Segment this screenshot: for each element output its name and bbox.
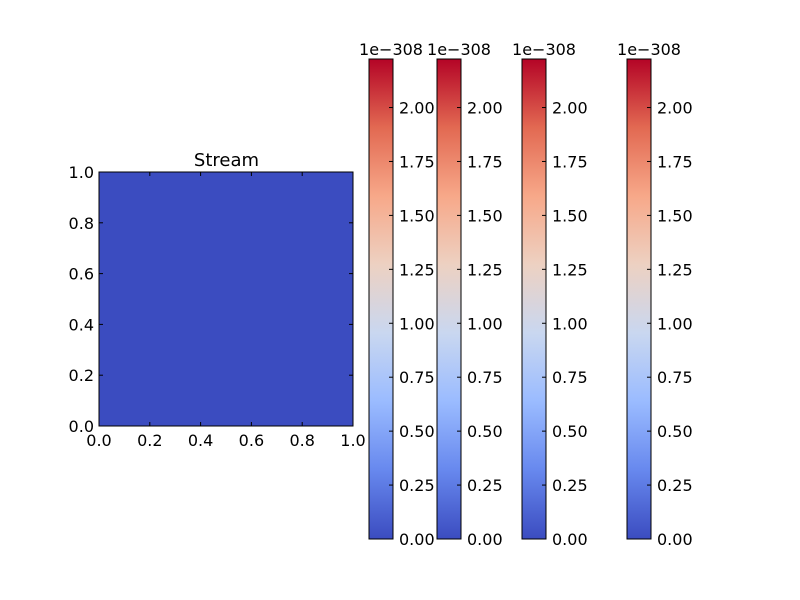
colorbar-tick-label: 1.00 xyxy=(399,314,435,333)
colorbar-tick-label: 0.50 xyxy=(399,422,435,441)
x-tick-label: 0.8 xyxy=(289,431,314,450)
colorbar-tick-label: 0.75 xyxy=(399,368,435,387)
x-tick-label: 0.2 xyxy=(137,431,162,450)
colorbar-exponent-label: 1e−308 xyxy=(359,40,423,59)
y-tick-label: 1.0 xyxy=(69,163,94,182)
colorbar-exponent-label: 1e−308 xyxy=(427,40,491,59)
colorbar-tick-label: 0.25 xyxy=(657,476,693,495)
colorbar-gradient xyxy=(436,58,462,540)
colorbar-tick-label: 0.00 xyxy=(399,530,435,549)
colorbar-tick-label: 2.00 xyxy=(657,99,693,118)
colorbar-tick-label: 0.50 xyxy=(552,422,588,441)
colorbar-tick-label: 1.50 xyxy=(467,206,503,225)
colorbar-tick-label: 1.75 xyxy=(552,152,588,171)
y-tick-label: 0.2 xyxy=(69,366,94,385)
y-tick-label: 0.6 xyxy=(69,265,94,284)
colorbar-tick-label: 0.75 xyxy=(467,368,503,387)
colorbar-tick-label: 0.50 xyxy=(467,422,503,441)
colorbar-tick-label: 1.00 xyxy=(467,314,503,333)
colorbar-tick-label: 1.50 xyxy=(657,206,693,225)
colorbar-tick-label: 1.50 xyxy=(399,206,435,225)
x-tick-label: 0.0 xyxy=(86,431,111,450)
colorbars: 1e−308 0.00 0.25 0.50 0.75 1.00 1.25 1.50 1.75 2.… xyxy=(359,40,693,549)
y-tick-label: 0.4 xyxy=(69,315,94,334)
stream-plot: Stream 0.0 0.2 0.4 0.6 0.8 1.0 0.00.20.40.60.… xyxy=(69,150,366,450)
colorbar-gradient xyxy=(626,58,652,540)
colorbar-tick-label: 0.25 xyxy=(552,476,588,495)
colorbar-tick-label: 1.25 xyxy=(467,260,503,279)
colorbar-2: 1e−308 0.00 0.25 0.50 0.75 1.00 1.25 1.50 1.75 2.… xyxy=(427,40,503,549)
colorbar-exponent-label: 1e−308 xyxy=(512,40,576,59)
colorbar-tick-label: 0.00 xyxy=(657,530,693,549)
colorbar-gradient xyxy=(368,58,394,540)
heatmap-field xyxy=(98,171,354,427)
colorbar-tick-label: 1.75 xyxy=(657,152,693,171)
colorbar-tick-label: 0.00 xyxy=(467,530,503,549)
y-axis: 0.0 0.2 0.4 0.6 0.8 1.0 xyxy=(69,163,353,436)
colorbar-tick-label: 0.75 xyxy=(657,368,693,387)
colorbar-tick-label: 1.00 xyxy=(657,314,693,333)
colorbar-4: 1e−308 0.00 0.25 0.50 0.75 1.00 1.25 1.50 1.75 2.… xyxy=(617,40,693,549)
colorbar-exponent-label: 1e−308 xyxy=(617,40,681,59)
x-axis: 0.0 0.2 0.4 0.6 0.8 1.0 xyxy=(86,172,366,450)
colorbar-1: 1e−308 0.00 0.25 0.50 0.75 1.00 1.25 1.50 1.75 2.… xyxy=(359,40,435,549)
y-tick-label: 0.0 xyxy=(69,417,94,436)
colorbar-tick-label: 0.75 xyxy=(552,368,588,387)
colorbar-tick-label: 0.50 xyxy=(657,422,693,441)
colorbar-tick-label: 1.00 xyxy=(552,314,588,333)
colorbar-tick-label: 1.25 xyxy=(399,260,435,279)
colorbar-tick-label: 0.25 xyxy=(467,476,503,495)
colorbar-tick-label: 1.25 xyxy=(657,260,693,279)
y-tick-label: 0.8 xyxy=(69,214,94,233)
colorbar-tick-label: 0.25 xyxy=(399,476,435,495)
colorbar-tick-label: 1.25 xyxy=(552,260,588,279)
x-tick-label: 0.6 xyxy=(239,431,264,450)
colorbar-gradient xyxy=(521,58,547,540)
colorbar-tick-label: 0.00 xyxy=(552,530,588,549)
colorbar-tick-label: 2.00 xyxy=(467,99,503,118)
colorbar-tick-label: 2.00 xyxy=(399,99,435,118)
colorbar-3: 1e−308 0.00 0.25 0.50 0.75 1.00 1.25 1.50 1.75 2.… xyxy=(512,40,588,549)
x-tick-label: 1.0 xyxy=(340,431,365,450)
colorbar-tick-label: 2.00 xyxy=(552,99,588,118)
colorbar-tick-label: 1.50 xyxy=(552,206,588,225)
colorbar-tick-label: 1.75 xyxy=(467,152,503,171)
x-tick-label: 0.4 xyxy=(188,431,213,450)
colorbar-tick-label: 1.75 xyxy=(399,152,435,171)
plot-title: Stream xyxy=(194,150,259,171)
